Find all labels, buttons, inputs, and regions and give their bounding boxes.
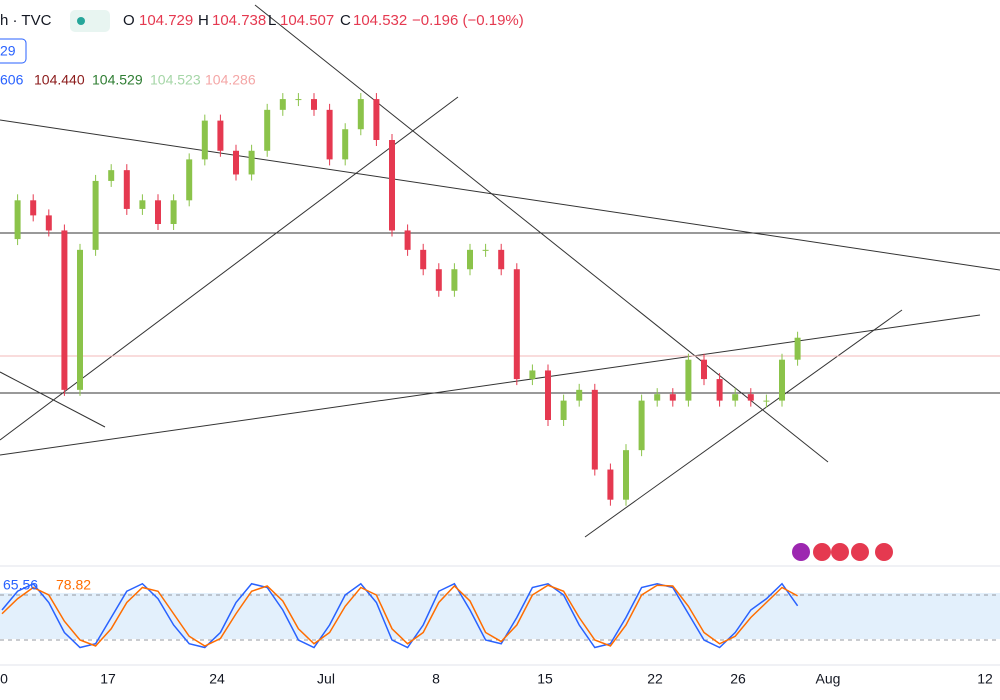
candle: [357, 99, 364, 130]
candle: [591, 389, 598, 470]
candle: [170, 200, 177, 224]
candle: [279, 99, 286, 110]
candle: [498, 249, 505, 270]
h-label: H: [198, 12, 209, 29]
event-icons: [792, 543, 893, 561]
trend-line: [0, 119, 1000, 271]
trend-line: [584, 309, 903, 538]
trend-line: [0, 314, 981, 456]
trend-lines: [0, 4, 1000, 538]
event-icon[interactable]: [851, 543, 869, 561]
market-dot: [77, 17, 85, 25]
stoch-band-fill: [0, 593, 1000, 639]
candle: [607, 469, 614, 500]
x-tick-label: 22: [647, 671, 663, 687]
candle: [779, 359, 785, 401]
stoch-line: [1, 584, 798, 647]
candle: [186, 159, 193, 201]
x-tick-label: Jul: [317, 671, 335, 687]
x-tick-label: Aug: [816, 671, 841, 687]
candle: [560, 400, 567, 420]
candle: [108, 170, 115, 181]
candle: [576, 389, 583, 401]
candle: [685, 359, 692, 401]
candle: [623, 450, 629, 500]
symbol: h · TVC: [0, 12, 52, 29]
x-tick-label: 15: [537, 671, 553, 687]
candle: [61, 230, 68, 390]
candle: [311, 99, 317, 110]
event-icon[interactable]: [792, 543, 810, 561]
candle: [747, 394, 754, 401]
candle: [30, 200, 37, 216]
candle: [155, 200, 161, 224]
indicator-value: 104.529: [92, 72, 143, 88]
stoch-k-value: 65.56: [3, 577, 38, 593]
event-icon[interactable]: [831, 543, 849, 561]
stoch-d-value: 78.82: [56, 577, 91, 593]
x-tick-label: 17: [100, 671, 116, 687]
candle: [435, 269, 442, 291]
close: 104.532: [353, 12, 407, 29]
candle: [529, 370, 536, 380]
candle: [669, 394, 676, 401]
candle: [373, 99, 380, 140]
candle: [295, 99, 302, 101]
low: 104.507: [280, 12, 334, 29]
candle: [420, 249, 427, 270]
candle: [326, 109, 333, 160]
candle: [201, 120, 208, 160]
x-tick-label: 12: [977, 671, 993, 687]
candle: [732, 394, 739, 401]
candle: [638, 400, 645, 451]
open: 104.729: [139, 12, 193, 29]
status-chip: [70, 10, 110, 32]
x-tick-label: 0: [0, 671, 8, 687]
event-icon[interactable]: [813, 543, 831, 561]
indicator-value: 104.523: [150, 72, 201, 88]
candle: [342, 129, 349, 160]
c-label: C: [340, 12, 351, 29]
candle: [217, 120, 224, 151]
change: −0.196 (−0.19%): [412, 12, 524, 29]
candle: [467, 249, 473, 270]
marks: [0, 93, 1000, 649]
x-tick-label: 8: [432, 671, 440, 687]
candle: [248, 150, 255, 175]
trend-line: [0, 96, 459, 441]
x-tick-label: 24: [209, 671, 225, 687]
candle: [233, 150, 239, 175]
l-label: L: [268, 12, 276, 29]
candle: [513, 269, 520, 380]
candle: [545, 370, 551, 420]
candle: [14, 200, 21, 240]
x-tick-label: 26: [730, 671, 746, 687]
candle: [45, 215, 52, 231]
indicator-value: 104.286: [205, 72, 256, 88]
candle: [716, 379, 723, 401]
candle: [451, 269, 458, 291]
candle: [794, 337, 801, 360]
badge[interactable]: [0, 38, 27, 64]
event-icon[interactable]: [875, 543, 893, 561]
candle: [654, 394, 661, 401]
candle: [77, 249, 83, 390]
candle: [123, 170, 130, 209]
candle: [763, 400, 770, 402]
o-label: O: [123, 12, 135, 29]
candle: [701, 359, 707, 380]
candle: [92, 180, 99, 250]
candle: [389, 140, 395, 231]
candle: [264, 109, 271, 151]
high: 104.738: [212, 12, 266, 29]
candle: [404, 230, 411, 250]
candle: [139, 200, 146, 209]
badge-text: 29: [0, 43, 16, 59]
candle: [482, 249, 489, 251]
indicator-value: 606: [0, 72, 24, 88]
indicator-value: 104.440: [34, 72, 85, 88]
trend-line: [0, 371, 106, 428]
